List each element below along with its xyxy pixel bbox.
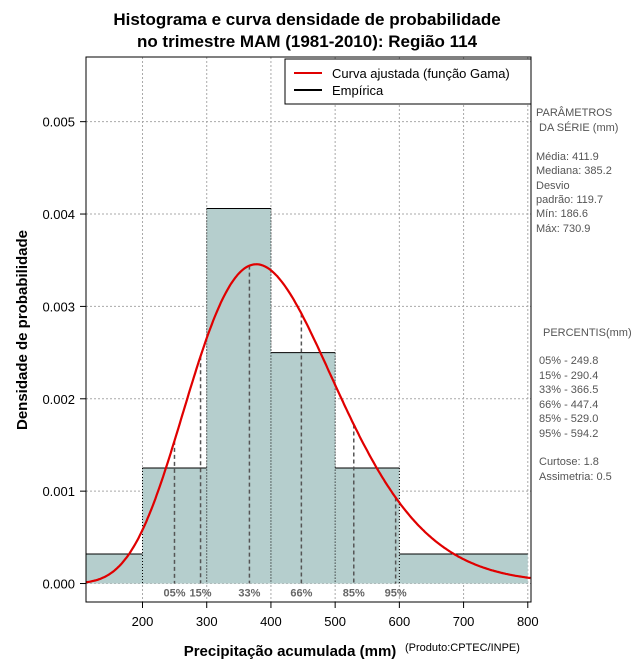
histogram-bar-4 — [335, 468, 400, 584]
x-tick-label-5: 700 — [453, 614, 475, 629]
param-mediana: Mediana: 385.2 — [536, 165, 612, 177]
params-title-line2: DA SÉRIE (mm) — [539, 121, 618, 134]
stat-curtose: Curtose: 1.8 — [539, 456, 599, 468]
y-tick-label-5: 0.005 — [42, 115, 75, 130]
histogram-bar-3 — [270, 352, 336, 584]
percentis-p15: 15% - 290.4 — [539, 370, 598, 382]
percentis-p66: 66% - 447.4 — [539, 399, 598, 411]
percentile-labels: 05% 15% 33% 66% 85% 95% — [163, 588, 406, 600]
stat-assimetria: Assimetria: 0.5 — [539, 471, 612, 483]
x-tick-label-1: 300 — [196, 614, 218, 629]
chart-title-line1: Histograma e curva densidade de probabil… — [113, 10, 500, 29]
param-max: Máx: 730.9 — [536, 223, 590, 235]
x-tick-label-6: 800 — [517, 614, 539, 629]
axes: 200 300 400 500 600 700 800 0.000 0.001 0.002 0.00… — [42, 115, 538, 629]
x-tick-label-4: 600 — [389, 614, 411, 629]
params-title-line1: PARÂMETROS — [536, 106, 612, 119]
y-axis-title: Densidade de probabilidade — [14, 230, 31, 430]
param-desvio-line1: Desvio — [536, 180, 570, 192]
legend-fitted-label: Curva ajustada (função Gama) — [332, 66, 510, 81]
percentis-p33: 33% - 366.5 — [539, 384, 598, 396]
x-tick-label-3: 500 — [324, 614, 346, 629]
legend-empirical-label: Empírica — [332, 83, 384, 98]
series-parameters: PARÂMETROS DA SÉRIE (mm) Média: 411.9 Me… — [536, 106, 618, 235]
plot-frame — [85, 56, 532, 603]
x-tick-label-0: 200 — [132, 614, 154, 629]
histogram-bar-2 — [206, 208, 271, 584]
histogram-bar-0 — [86, 553, 143, 584]
x-tick-label-2: 400 — [260, 614, 282, 629]
param-media: Média: 411.9 — [536, 151, 599, 163]
param-min: Mín: 186.6 — [536, 208, 588, 220]
y-tick-label-2: 0.002 — [42, 392, 75, 407]
histogram-bars — [86, 207, 528, 584]
param-desvio-line2: padrão: 119.7 — [536, 194, 603, 206]
percentile-label-05: 05% — [163, 588, 185, 600]
percentis-p85: 85% - 529.0 — [539, 413, 598, 425]
percentile-label-66: 66% — [290, 588, 312, 600]
percentis-p05: 05% - 249.8 — [539, 355, 598, 367]
percentile-lines — [173, 265, 397, 584]
percentile-label-95: 95% — [385, 588, 407, 600]
percentis-title: PERCENTIS(mm) — [543, 327, 632, 339]
legend: Curva ajustada (função Gama) Empírica — [284, 58, 532, 105]
fitted-gamma-curve — [85, 263, 531, 584]
percentile-table: PERCENTIS(mm) 05% - 249.8 15% - 290.4 33… — [539, 327, 632, 483]
credit-text: (Produto:CPTEC/INPE) — [405, 642, 520, 654]
y-tick-label-3: 0.003 — [42, 299, 75, 314]
y-tick-label-1: 0.001 — [42, 484, 75, 499]
y-tick-label-4: 0.004 — [42, 207, 75, 222]
percentile-label-33: 33% — [238, 588, 260, 600]
legend-box — [284, 58, 532, 105]
y-tick-label-0: 0.000 — [42, 577, 75, 592]
percentis-p95: 95% - 594.2 — [539, 428, 598, 440]
percentile-label-85: 85% — [343, 588, 365, 600]
x-axis-title: Precipitação acumulada (mm) — [184, 643, 397, 660]
chart-title-line2: no trimestre MAM (1981-2010): Região 114 — [137, 32, 478, 51]
percentile-label-15: 15% — [190, 588, 212, 600]
fitted-curve-group — [85, 263, 531, 584]
